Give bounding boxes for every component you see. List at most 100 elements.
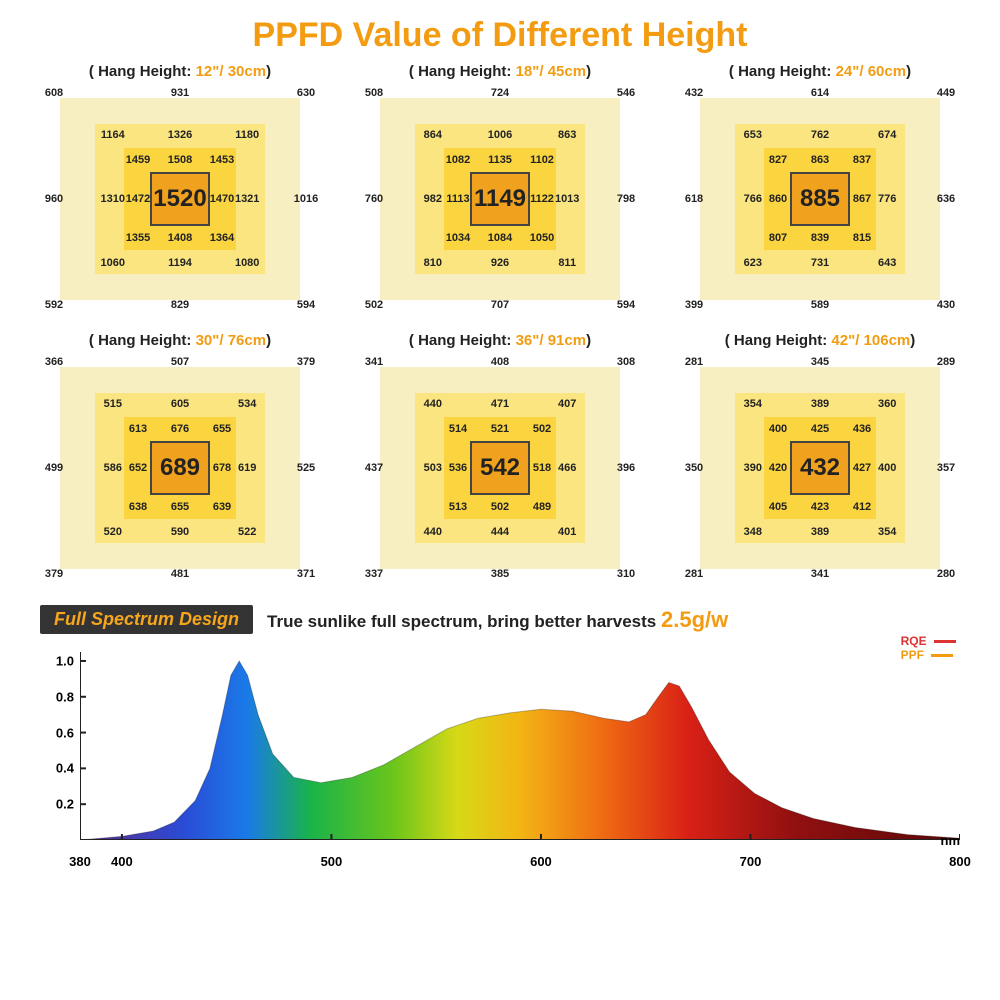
ppfd-value: 867	[853, 193, 871, 205]
ppfd-value: 1459	[126, 154, 150, 166]
y-axis: 0.20.40.60.81.0	[40, 652, 80, 840]
ppfd-value: 348	[744, 526, 762, 538]
x-axis: 380400500600700800	[80, 850, 960, 870]
ppfd-value: 502	[365, 299, 383, 311]
plot-area	[80, 652, 960, 840]
ppfd-value: 440	[424, 526, 442, 538]
center-value: 885	[680, 185, 960, 213]
panel-title: ( Hang Height: 12"/ 30cm)	[40, 63, 320, 80]
ppfd-value: 860	[769, 193, 787, 205]
ppfd-value: 960	[45, 193, 63, 205]
ppfd-value: 863	[558, 129, 576, 141]
ppfd-value: 1364	[210, 232, 234, 244]
ppfd-value: 407	[558, 398, 576, 410]
ppfd-value: 400	[769, 423, 787, 435]
ppfd-value: 546	[617, 87, 635, 99]
ppfd-value: 618	[685, 193, 703, 205]
ppfd-value: 1194	[168, 257, 192, 269]
ppfd-value: 337	[365, 568, 383, 580]
ppfd-value: 515	[104, 398, 122, 410]
ppfd-value: 605	[171, 398, 189, 410]
ppfd-value: 613	[129, 423, 147, 435]
ppfd-value: 839	[811, 232, 829, 244]
heatmap: 885 432614449636430589399618653762674776…	[680, 84, 960, 314]
ppfd-value: 594	[617, 299, 635, 311]
ppfd-value: 525	[297, 462, 315, 474]
ppfd-value: 471	[491, 398, 509, 410]
ppfd-value: 798	[617, 193, 635, 205]
ppfd-value: 499	[45, 462, 63, 474]
ppfd-value: 1006	[488, 129, 512, 141]
ppfd-panel: ( Hang Height: 18"/ 45cm) 1149 508724546…	[360, 63, 640, 314]
ppfd-value: 281	[685, 568, 703, 580]
ppfd-value: 518	[533, 462, 551, 474]
ppfd-value: 379	[297, 356, 315, 368]
ppfd-value: 360	[878, 398, 896, 410]
panel-title: ( Hang Height: 30"/ 76cm)	[40, 332, 320, 349]
ppfd-value: 400	[878, 462, 896, 474]
center-value: 689	[40, 454, 320, 482]
ppfd-value: 503	[424, 462, 442, 474]
spectrum-subtitle: True sunlike full spectrum, bring better…	[267, 607, 728, 633]
ppfd-value: 436	[853, 423, 871, 435]
ppfd-value: 514	[449, 423, 467, 435]
ppfd-value: 674	[878, 129, 896, 141]
ppfd-grids: ( Hang Height: 12"/ 30cm) 1520 608931630…	[0, 63, 1000, 593]
ppfd-value: 1082	[446, 154, 470, 166]
x-tick: 700	[740, 854, 762, 869]
panel-title: ( Hang Height: 42"/ 106cm)	[680, 332, 960, 349]
ppfd-value: 1060	[101, 257, 125, 269]
ppfd-value: 366	[45, 356, 63, 368]
ppfd-value: 652	[129, 462, 147, 474]
ppfd-value: 1180	[235, 129, 259, 141]
ppfd-value: 1016	[294, 193, 318, 205]
ppfd-value: 815	[853, 232, 871, 244]
ppfd-value: 389	[811, 398, 829, 410]
ppfd-value: 811	[558, 257, 576, 269]
ppfd-value: 676	[171, 423, 189, 435]
ppfd-value: 449	[937, 87, 955, 99]
ppfd-value: 522	[238, 526, 256, 538]
spectrum-header: Full Spectrum Design True sunlike full s…	[0, 593, 1000, 634]
ppfd-value: 1122	[530, 193, 554, 205]
ppfd-value: 502	[491, 501, 509, 513]
ppfd-panel: ( Hang Height: 36"/ 91cm) 542 3414083083…	[360, 332, 640, 583]
ppfd-value: 536	[449, 462, 467, 474]
ppfd-value: 707	[491, 299, 509, 311]
ppfd-value: 489	[533, 501, 551, 513]
heatmap: 432 281345289357280341281350354389360400…	[680, 353, 960, 583]
ppfd-value: 807	[769, 232, 787, 244]
panel-title: ( Hang Height: 24"/ 60cm)	[680, 63, 960, 80]
heatmap: 689 366507379525371481379499515605534619…	[40, 353, 320, 583]
ppfd-value: 507	[171, 356, 189, 368]
ppfd-value: 513	[449, 501, 467, 513]
ppfd-value: 864	[424, 129, 442, 141]
ppfd-value: 1310	[101, 193, 125, 205]
ppfd-value: 1326	[168, 129, 192, 141]
ppfd-value: 289	[937, 356, 955, 368]
x-tick: 800	[949, 854, 971, 869]
ppfd-value: 1080	[235, 257, 259, 269]
ppfd-value: 508	[365, 87, 383, 99]
ppfd-value: 926	[491, 257, 509, 269]
ppfd-value: 1470	[210, 193, 234, 205]
center-value: 1520	[40, 185, 320, 213]
ppfd-value: 1355	[126, 232, 150, 244]
x-tick: 600	[530, 854, 552, 869]
ppfd-value: 408	[491, 356, 509, 368]
center-value: 1149	[360, 185, 640, 213]
ppfd-value: 863	[811, 154, 829, 166]
center-value: 432	[680, 454, 960, 482]
ppfd-value: 614	[811, 87, 829, 99]
ppfd-value: 766	[744, 193, 762, 205]
ppfd-value: 401	[558, 526, 576, 538]
y-tick: 1.0	[56, 653, 74, 668]
ppfd-value: 357	[937, 462, 955, 474]
ppfd-value: 502	[533, 423, 551, 435]
center-value: 542	[360, 454, 640, 482]
ppfd-value: 724	[491, 87, 509, 99]
spectrum-badge: Full Spectrum Design	[40, 605, 253, 634]
ppfd-value: 1408	[168, 232, 192, 244]
ppfd-value: 731	[811, 257, 829, 269]
ppfd-value: 1084	[488, 232, 512, 244]
